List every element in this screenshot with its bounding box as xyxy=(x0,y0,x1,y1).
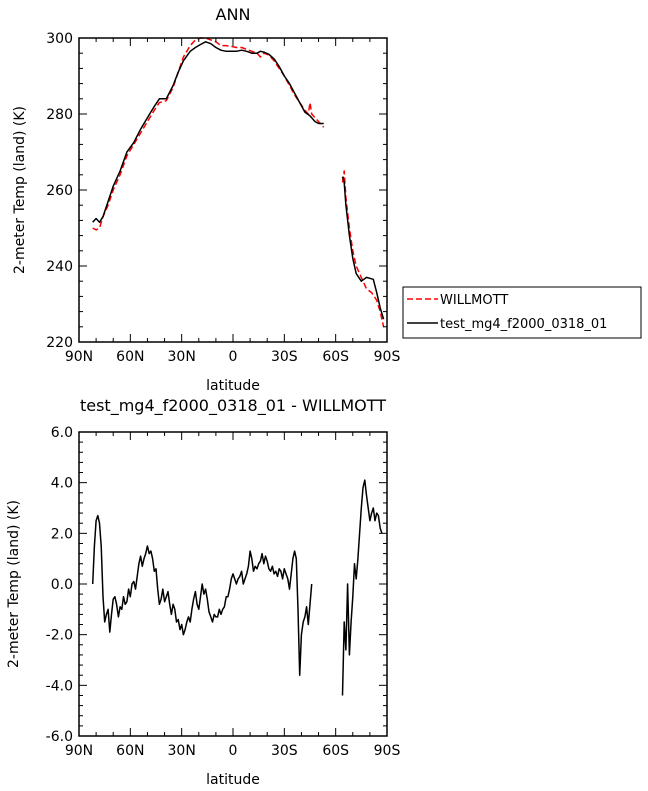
legend-box xyxy=(402,286,642,339)
top-series-layer xyxy=(92,37,385,327)
bottom-plot-frame xyxy=(78,431,388,737)
bottom-xtick-label-5: 60S xyxy=(322,743,349,759)
bottom-ytick-label-2: -2.0 xyxy=(46,628,73,644)
top-xtick-label-0: 90N xyxy=(65,349,93,365)
top-xtick-label-2: 30N xyxy=(168,349,196,365)
top-ylabel: 2-meter Temp (land) (K) xyxy=(12,106,28,274)
bottom-ytick-label-6: 6.0 xyxy=(51,425,73,441)
bottom-xtick-label-2: 30N xyxy=(168,743,196,759)
bottom-xtick-label-1: 60N xyxy=(116,743,144,759)
bottom-xtick-label-4: 30S xyxy=(271,743,298,759)
legend-label-test: test_mg4_f2000_0318_01 xyxy=(440,317,607,332)
bottom-panel: test_mg4_f2000_0318_01 - WILLMOTT 90N 60N… xyxy=(6,396,400,788)
top-ytick-label-3: 280 xyxy=(46,107,73,123)
bottom-ylabel: 2-meter Temp (land) (K) xyxy=(6,500,22,668)
legend-label-willmott: WILLMOTT xyxy=(440,293,508,308)
top-ytick-label-2: 260 xyxy=(46,183,73,199)
top-xtick-label-1: 60N xyxy=(116,349,144,365)
top-plot-frame xyxy=(78,37,388,343)
bottom-xtick-label-0: 90N xyxy=(65,743,93,759)
bottom-ticks: 90N 60N 30N 0 30S 60S 90S -6.0 -4.0 -2.0 0.0 2.0 4.0… xyxy=(46,425,401,759)
top-ytick-label-1: 240 xyxy=(46,259,73,275)
top-ticks: 90N 60N 30N 0 30S 60S 90S 220 240 260 280 300 xyxy=(46,31,400,365)
bottom-ytick-label-1: -4.0 xyxy=(46,678,73,694)
bottom-title: test_mg4_f2000_0318_01 - WILLMOTT xyxy=(80,396,386,416)
bottom-xtick-label-6: 90S xyxy=(374,743,401,759)
top-series-0-segment-0 xyxy=(92,37,325,231)
top-ytick-label-0: 220 xyxy=(46,335,73,351)
top-legend: WILLMOTT test_mg4_f2000_0318_01 xyxy=(402,286,642,339)
top-xtick-label-5: 60S xyxy=(322,349,349,365)
top-series-1-segment-0 xyxy=(92,41,324,224)
top-panel: ANN 90N 60N 30N 0 30S 60S 90S 220 240 260 280 300 l… xyxy=(12,5,642,394)
bottom-series-0-segment-0 xyxy=(91,514,313,676)
bottom-ytick-label-0: -6.0 xyxy=(46,729,73,745)
top-xtick-label-4: 30S xyxy=(271,349,298,365)
bottom-ytick-label-3: 0.0 xyxy=(51,577,73,593)
top-ytick-label-4: 300 xyxy=(46,31,73,47)
top-title: ANN xyxy=(216,5,251,24)
bottom-series-0-segment-1 xyxy=(341,479,383,696)
top-series-0-segment-1 xyxy=(341,170,385,327)
bottom-xtick-label-3: 0 xyxy=(229,743,238,759)
top-xtick-label-6: 90S xyxy=(374,349,401,365)
top-xtick-label-3: 0 xyxy=(229,349,238,365)
bottom-ytick-label-5: 4.0 xyxy=(51,476,73,492)
bottom-series-layer xyxy=(91,479,383,696)
top-series-1-segment-1 xyxy=(341,176,385,320)
bottom-ytick-label-4: 2.0 xyxy=(51,526,73,542)
bottom-xlabel: latitude xyxy=(206,772,260,788)
top-xlabel: latitude xyxy=(206,378,260,394)
